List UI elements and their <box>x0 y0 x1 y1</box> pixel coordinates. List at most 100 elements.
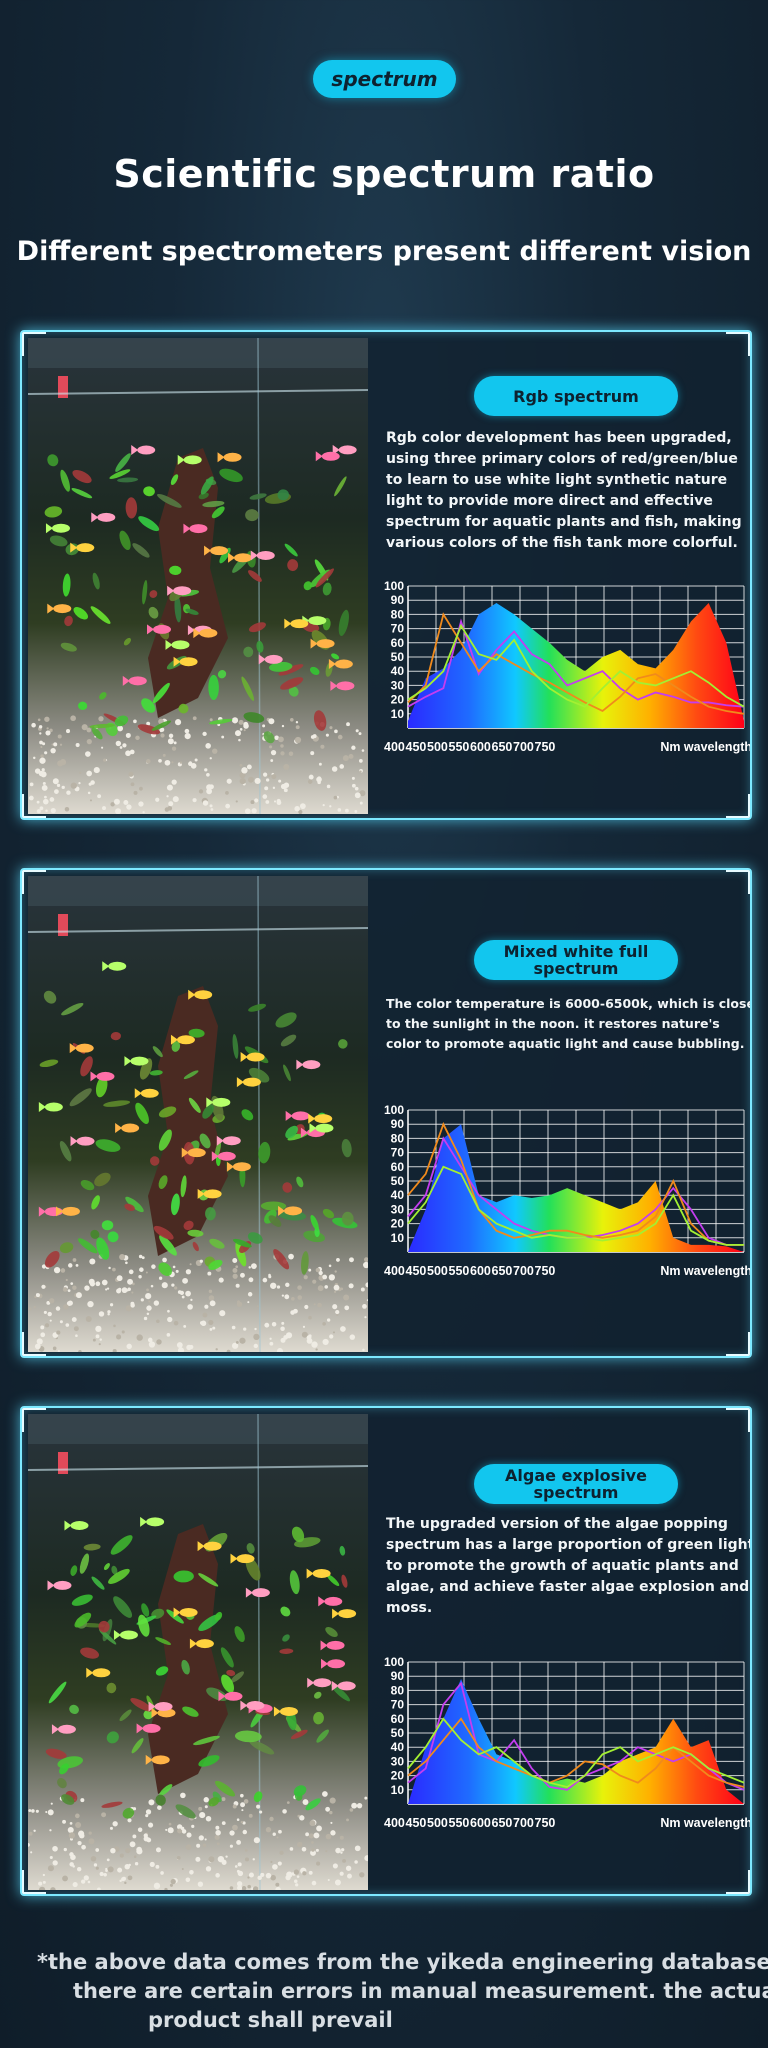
gravel <box>28 1253 368 1352</box>
x-tick-label: 450 <box>406 1816 427 1830</box>
x-tick-label: 700 <box>513 1264 534 1278</box>
x-tick-label: 500 <box>427 740 448 754</box>
tank-rim <box>28 338 368 368</box>
corner-decoration <box>22 332 46 356</box>
x-tick-label: 750 <box>535 1264 556 1278</box>
spectrum-line <box>407 1717 745 1788</box>
x-tick-label: 450 <box>406 1264 427 1278</box>
corner-decoration <box>22 1870 46 1894</box>
glass-edge <box>257 876 261 1352</box>
x-tick-label: 400 <box>384 1264 405 1278</box>
y-tick-label: 30 <box>391 1754 405 1768</box>
x-tick-label: 500 <box>427 1264 448 1278</box>
tank-rim <box>28 1414 368 1444</box>
y-tick-label: 80 <box>391 1683 405 1697</box>
x-axis-label: Nm wavelength <box>660 1264 752 1278</box>
fish <box>38 961 334 1217</box>
driftwood <box>148 986 228 1256</box>
pipe-clip <box>58 914 68 936</box>
y-tick-label: 50 <box>391 1726 405 1740</box>
x-tick-label: 650 <box>492 1816 513 1830</box>
x-tick-label: 450 <box>406 740 427 754</box>
panel-algae-spectrum: Algae explosive spectrum The upgraded ve… <box>20 1406 752 1896</box>
corner-decoration <box>22 870 46 894</box>
corner-decoration <box>726 794 750 818</box>
y-tick-label: 100 <box>384 579 404 593</box>
plants <box>44 453 349 744</box>
spectrum-line <box>407 1717 745 1788</box>
gravel <box>28 1791 368 1890</box>
footer-line: *the above data comes from the yikeda en… <box>37 1950 768 1974</box>
y-tick-label: 10 <box>391 1783 405 1797</box>
page-subtitle: Different spectrometers present differen… <box>16 236 752 267</box>
spectrum-badge: spectrum <box>313 60 456 98</box>
panel-description: The color temperature is 6000-6500k, whi… <box>386 996 752 1051</box>
x-tick-label: 550 <box>449 740 470 754</box>
panel-title-pill: Algae explosive spectrum <box>474 1464 678 1504</box>
panel-description: Rgb color development has been upgraded,… <box>386 430 742 551</box>
y-tick-label: 70 <box>391 1698 405 1712</box>
pipe-clip <box>58 376 68 398</box>
y-tick-label: 70 <box>391 622 405 636</box>
tank-rim <box>28 876 368 906</box>
y-tick-label: 10 <box>391 1231 405 1245</box>
spectrum-line <box>407 612 745 715</box>
corner-decoration <box>726 870 750 894</box>
y-tick-label: 60 <box>391 1160 405 1174</box>
y-tick-label: 20 <box>391 1217 405 1231</box>
x-tick-label: 500 <box>427 1816 448 1830</box>
x-tick-label: 700 <box>513 1816 534 1830</box>
page-title: Scientific spectrum ratio <box>113 152 655 196</box>
glass-edge <box>257 1414 261 1890</box>
y-tick-label: 80 <box>391 1131 405 1145</box>
y-tick-label: 100 <box>384 1655 404 1669</box>
gravel <box>28 715 366 814</box>
y-tick-label: 60 <box>391 636 405 650</box>
y-tick-label: 30 <box>391 678 405 692</box>
corner-decoration <box>22 794 46 818</box>
x-tick-label: 400 <box>384 740 405 754</box>
y-tick-label: 10 <box>391 707 405 721</box>
x-tick-label: 600 <box>470 1264 491 1278</box>
spectrum-line <box>407 1681 745 1791</box>
corner-decoration <box>726 1408 750 1432</box>
driftwood <box>148 448 228 718</box>
pipe-clip <box>58 1452 68 1474</box>
spectrum-area <box>408 603 744 728</box>
corner-decoration <box>22 1408 46 1432</box>
y-tick-label: 70 <box>391 1146 405 1160</box>
spectrum-area <box>408 1679 744 1804</box>
x-tick-label: 750 <box>535 1816 556 1830</box>
y-tick-label: 90 <box>391 1117 405 1131</box>
y-tick-label: 50 <box>391 1174 405 1188</box>
x-tick-label: 650 <box>492 740 513 754</box>
panel-rgb-spectrum: Rgb spectrum Rgb color development has b… <box>20 330 752 820</box>
y-tick-label: 40 <box>391 1740 405 1754</box>
footer-disclaimer: *the above data comes from the yikeda en… <box>0 1948 768 2035</box>
y-tick-label: 80 <box>391 607 405 621</box>
y-tick-label: 30 <box>391 1202 405 1216</box>
x-tick-label: 400 <box>384 1816 405 1830</box>
corner-decoration <box>22 1332 46 1356</box>
fish <box>47 1516 357 1765</box>
footer-line: product shall prevail <box>148 2008 393 2032</box>
y-tick-label: 100 <box>384 1103 404 1117</box>
corner-decoration <box>726 1870 750 1894</box>
panel-title-pill: Rgb spectrum <box>474 376 678 416</box>
spectrum-line <box>407 1121 744 1246</box>
aquarium-photo <box>28 1414 368 1890</box>
panel-mixed-white-spectrum: Mixed white full spectrum The color temp… <box>20 868 752 1358</box>
panel-description: The upgraded version of the algae poppin… <box>386 1516 752 1616</box>
y-tick-label: 90 <box>391 1669 405 1683</box>
y-tick-label: 20 <box>391 693 405 707</box>
x-tick-label: 550 <box>449 1816 470 1830</box>
footer-line: there are certain errors in manual measu… <box>73 1979 768 2003</box>
y-tick-label: 40 <box>391 664 405 678</box>
x-axis-label: Nm wavelength <box>660 740 752 754</box>
x-tick-label: 600 <box>470 740 491 754</box>
spectrum-line <box>407 1165 744 1246</box>
driftwood <box>148 1524 228 1794</box>
